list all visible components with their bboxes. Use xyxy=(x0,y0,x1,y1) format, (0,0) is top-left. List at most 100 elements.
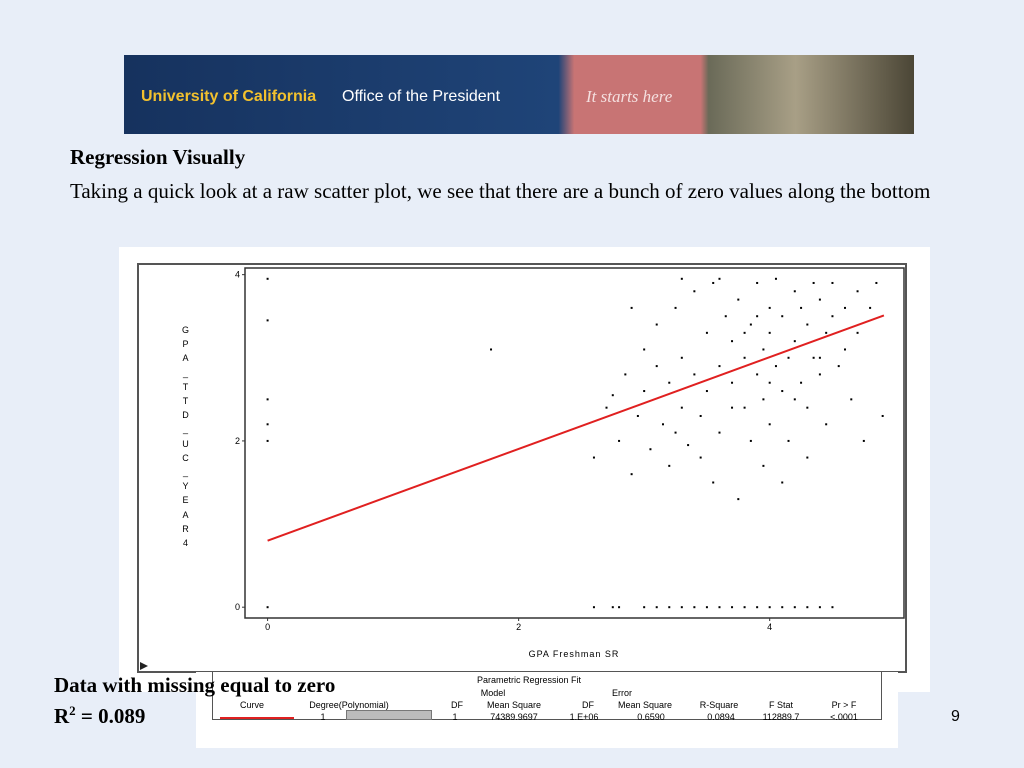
column-header: F Stat xyxy=(768,700,794,710)
point xyxy=(781,390,784,393)
point xyxy=(756,373,759,376)
point xyxy=(812,281,815,284)
point xyxy=(693,290,696,293)
point xyxy=(655,323,658,326)
footnote-line1: Data with missing equal to zero xyxy=(54,673,336,697)
column-header: Degree(Polynomial) xyxy=(309,700,389,710)
point xyxy=(806,456,809,459)
point xyxy=(743,331,746,334)
point xyxy=(266,423,269,426)
column-header: DF xyxy=(582,700,594,710)
point xyxy=(850,398,853,401)
point xyxy=(787,356,790,359)
point xyxy=(818,606,821,609)
point xyxy=(749,323,752,326)
cell: 1 xyxy=(320,712,326,722)
curve-swatch xyxy=(220,717,294,719)
point xyxy=(806,323,809,326)
cell: 74389.9697 xyxy=(490,712,538,722)
x-tick-label: 2 xyxy=(516,622,521,632)
body-text: Taking a quick look at a raw scatter plo… xyxy=(70,179,931,203)
point xyxy=(812,356,815,359)
point xyxy=(743,356,746,359)
point xyxy=(668,464,671,467)
point xyxy=(618,606,621,609)
banner-tagline: It starts here xyxy=(586,87,673,106)
cell: 112889.7 xyxy=(762,712,800,722)
point xyxy=(818,373,821,376)
column-header: Curve xyxy=(239,700,265,710)
point xyxy=(768,606,771,609)
point xyxy=(693,373,696,376)
point xyxy=(649,448,652,451)
point xyxy=(712,481,715,484)
point xyxy=(768,381,771,384)
point xyxy=(768,331,771,334)
point xyxy=(844,306,847,309)
y-axis-label: GPA_TTD_UC_YEAR4 xyxy=(181,325,189,549)
point xyxy=(668,606,671,609)
r2-value: = 0.089 xyxy=(75,704,146,728)
point xyxy=(624,373,627,376)
r: R xyxy=(54,704,70,728)
cell: 1 xyxy=(452,712,458,722)
point xyxy=(774,365,777,368)
point xyxy=(737,498,740,501)
point xyxy=(831,606,834,609)
point xyxy=(806,406,809,409)
point xyxy=(731,406,734,409)
point xyxy=(731,340,734,343)
plot-area xyxy=(244,267,905,619)
cell: 1.E+06 xyxy=(569,712,599,722)
point xyxy=(781,606,784,609)
point xyxy=(731,606,734,609)
point xyxy=(844,348,847,351)
y-tick-label: 2 xyxy=(235,436,240,446)
point xyxy=(875,281,878,284)
point xyxy=(266,439,269,442)
point xyxy=(611,606,614,609)
point xyxy=(793,606,796,609)
cell: 0.0894 xyxy=(707,712,735,722)
banner-org: University of California xyxy=(141,88,317,105)
point xyxy=(800,381,803,384)
frame xyxy=(137,263,907,673)
point xyxy=(630,306,633,309)
point xyxy=(718,277,721,280)
point xyxy=(793,398,796,401)
footnote-r2: R2 = 0.089 xyxy=(54,703,145,729)
column-header: R-Square xyxy=(699,700,739,710)
sup: 2 xyxy=(69,703,76,718)
point xyxy=(705,390,708,393)
point xyxy=(661,423,664,426)
point xyxy=(618,439,621,442)
banner-office: Office of the President xyxy=(342,88,501,105)
point xyxy=(731,381,734,384)
point xyxy=(668,381,671,384)
point xyxy=(793,290,796,293)
point xyxy=(674,431,677,434)
x-axis-label: GPA Freshman SR xyxy=(529,649,620,659)
x-tick-label: 4 xyxy=(767,622,772,632)
point xyxy=(743,606,746,609)
point xyxy=(831,281,834,284)
point xyxy=(781,315,784,318)
point xyxy=(749,439,752,442)
point xyxy=(825,423,828,426)
point xyxy=(724,315,727,318)
point xyxy=(768,306,771,309)
page-number: 9 xyxy=(951,708,960,725)
y-tick-label: 4 xyxy=(235,270,240,280)
point xyxy=(705,606,708,609)
point xyxy=(718,365,721,368)
column-header: Mean Square xyxy=(486,700,542,710)
point xyxy=(756,606,759,609)
column-header: Pr > F xyxy=(831,700,857,710)
point xyxy=(781,481,784,484)
x-tick-label: 0 xyxy=(265,622,270,632)
point xyxy=(869,306,872,309)
cell: <.0001 xyxy=(830,712,858,722)
point xyxy=(743,406,746,409)
point xyxy=(856,290,859,293)
